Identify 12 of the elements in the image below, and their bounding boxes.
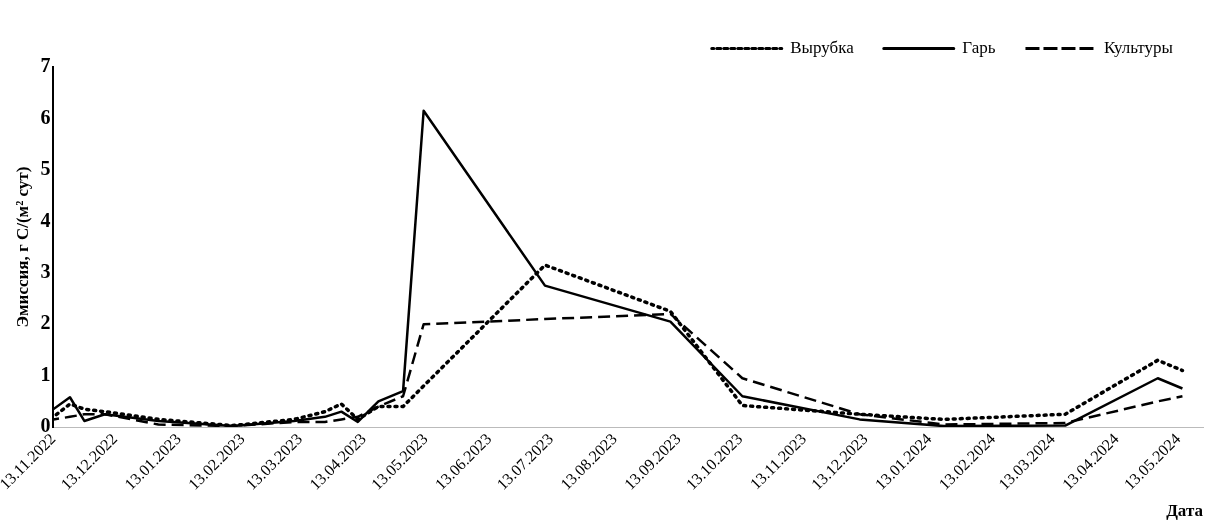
- y-tick-label: 3: [40, 259, 51, 282]
- y-tick-label: 5: [40, 157, 51, 180]
- legend-label: Гарь: [962, 37, 996, 57]
- y-axis-title: Эмиссия, г С/(м² сут): [12, 166, 32, 328]
- y-tick-label: 1: [40, 362, 51, 385]
- y-tick-label: 2: [40, 311, 51, 334]
- y-tick-label: 7: [40, 54, 51, 77]
- legend-label: Вырубка: [790, 37, 855, 57]
- x-axis-title: Дата: [1166, 501, 1204, 521]
- legend-label: Культуры: [1103, 37, 1174, 57]
- y-tick-label: 6: [40, 105, 51, 128]
- y-tick-label: 4: [40, 208, 51, 231]
